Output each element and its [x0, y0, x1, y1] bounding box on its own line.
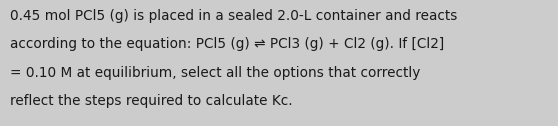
Text: = 0.10 M at equilibrium, select all the options that correctly: = 0.10 M at equilibrium, select all the … [10, 66, 420, 80]
Text: reflect the steps required to calculate Kc.: reflect the steps required to calculate … [10, 94, 292, 108]
Text: according to the equation: PCl5 (g) ⇌ PCl3 (g) + Cl2 (g). If [Cl2]: according to the equation: PCl5 (g) ⇌ PC… [10, 37, 444, 51]
Text: 0.45 mol PCl5 (g) is placed in a sealed 2.0-L container and reacts: 0.45 mol PCl5 (g) is placed in a sealed … [10, 9, 458, 23]
